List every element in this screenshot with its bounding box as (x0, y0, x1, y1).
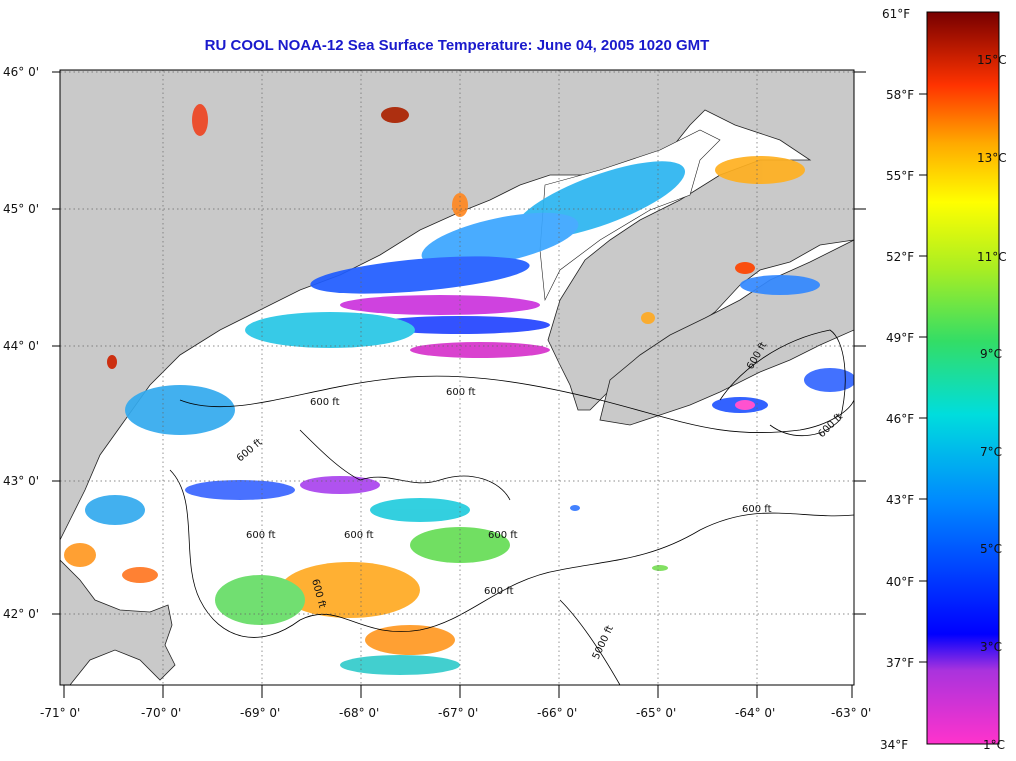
colorbar-f-label: 58°F (886, 88, 914, 102)
colorbar-f-label: 43°F (886, 493, 914, 507)
axis-ticks (52, 71, 866, 698)
lon-label: -63° 0' (831, 706, 871, 720)
colorbar-f-label: 37°F (886, 656, 914, 670)
lon-label: -66° 0' (537, 706, 577, 720)
lat-label: 42° 0' (3, 607, 39, 621)
contour-label: 600 ft (246, 530, 276, 541)
lat-label: 45° 0' (3, 202, 39, 216)
colorbar-celsius-labels: 15°C 13°C 11°C 9°C 7°C 5°C 3°C 1°C (977, 53, 1007, 752)
colorbar-f-label: 61°F (882, 7, 910, 21)
lon-label: -68° 0' (339, 706, 379, 720)
lon-label: -69° 0' (240, 706, 280, 720)
graticule (60, 70, 854, 685)
contour-label: 600 ft (742, 504, 772, 515)
lat-label: 46° 0' (3, 65, 39, 79)
colorbar-c-label: 1°C (983, 738, 1005, 752)
lon-label: -65° 0' (636, 706, 676, 720)
colorbar-fahrenheit-labels: 61°F 58°F 55°F 52°F 49°F 46°F 43°F 40°F … (880, 7, 914, 752)
colorbar-c-label: 13°C (977, 151, 1007, 165)
colorbar (926, 11, 1000, 745)
colorbar-f-label: 52°F (886, 250, 914, 264)
colorbar-c-label: 11°C (977, 250, 1007, 264)
lon-label: -71° 0' (40, 706, 80, 720)
lat-label: 44° 0' (3, 339, 39, 353)
bathymetry-contours (169, 329, 854, 685)
colorbar-c-label: 5°C (980, 542, 1002, 556)
latitude-labels: 46° 0' 45° 0' 44° 0' 43° 0' 42° 0' (3, 65, 39, 621)
sst-patches (64, 104, 854, 675)
lon-label: -67° 0' (438, 706, 478, 720)
colorbar-f-label: 46°F (886, 412, 914, 426)
contour-label: 600 ft (446, 387, 476, 398)
colorbar-c-label: 15°C (977, 53, 1007, 67)
map-border (59, 69, 855, 686)
longitude-labels: -71° 0' -70° 0' -69° 0' -68° 0' -67° 0' … (40, 706, 871, 720)
land-cape-cod (60, 559, 176, 685)
lon-label: -64° 0' (735, 706, 775, 720)
colorbar-c-label: 7°C (980, 445, 1002, 459)
contour-label: 600 ft (484, 586, 514, 597)
colorbar-c-label: 9°C (980, 347, 1002, 361)
colorbar-f-label: 49°F (886, 331, 914, 345)
contour-label: 600 ft (310, 397, 340, 408)
colorbar-f-label: 34°F (880, 738, 908, 752)
colorbar-f-label: 55°F (886, 169, 914, 183)
colorbar-c-label: 3°C (980, 640, 1002, 654)
colorbar-f-label: 40°F (886, 575, 914, 589)
lon-label: -70° 0' (141, 706, 181, 720)
contour-label: 600 ft (488, 530, 518, 541)
lat-label: 43° 0' (3, 474, 39, 488)
colorbar-ticks (919, 93, 927, 663)
contour-label: 600 ft (344, 530, 374, 541)
map-title: RU COOL NOAA-12 Sea Surface Temperature:… (204, 37, 710, 54)
